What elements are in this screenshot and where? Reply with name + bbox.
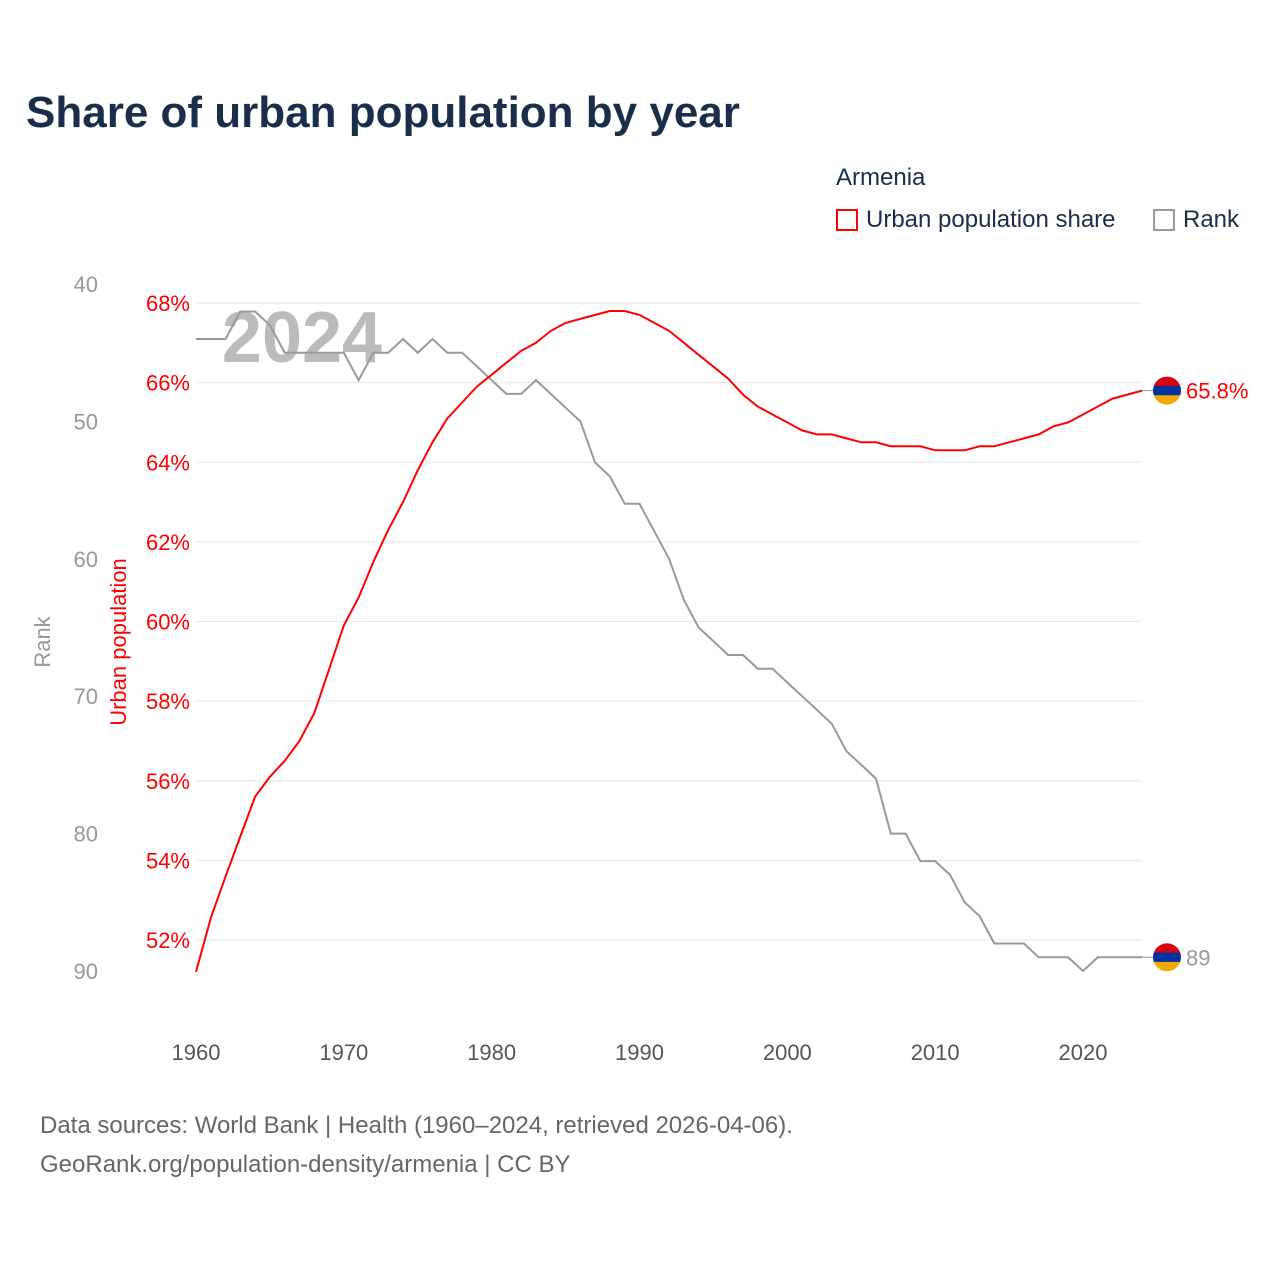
year-watermark: 2024 xyxy=(222,298,382,378)
y-tick-label-urban: 60% xyxy=(146,610,190,635)
y-tick-label-urban: 58% xyxy=(146,689,190,714)
x-tick-label: 2020 xyxy=(1059,1040,1108,1065)
end-label-urban: 65.8% xyxy=(1186,379,1248,404)
x-tick-label: 1970 xyxy=(319,1040,368,1065)
x-tick-label: 1980 xyxy=(467,1040,516,1065)
y-tick-label-urban: 66% xyxy=(146,371,190,396)
end-label-rank: 89 xyxy=(1186,945,1210,970)
y-tick-label-urban: 54% xyxy=(146,848,190,873)
rank-line xyxy=(196,310,1143,973)
x-tick-label: 2000 xyxy=(763,1040,812,1065)
x-tick-label: 1960 xyxy=(172,1040,221,1065)
y-tick-label-urban: 62% xyxy=(146,530,190,555)
legend-label: Urban population share xyxy=(866,206,1116,233)
urban-line xyxy=(195,310,1143,973)
x-tick-label: 1990 xyxy=(615,1040,664,1065)
y-tick-label-rank: 70 xyxy=(74,684,98,709)
armenia-flag-icon xyxy=(1153,385,1181,396)
legend-item-rank[interactable]: Rank xyxy=(1153,206,1239,234)
y-tick-label-rank: 90 xyxy=(74,959,98,984)
y-tick-label-urban: 64% xyxy=(146,450,190,475)
legend-swatch-urban xyxy=(836,209,858,231)
y-tick-label-rank: 50 xyxy=(74,409,98,434)
x-tick-label: 2010 xyxy=(911,1040,960,1065)
legend-country: Armenia xyxy=(836,164,926,191)
y-tick-label-urban: 56% xyxy=(146,769,190,794)
footer: Data sources: World Bank | Health (1960–… xyxy=(40,1106,793,1184)
y-axis-label-urban: Urban population xyxy=(106,558,131,726)
footer-link[interactable]: GeoRank.org/population-density/armenia |… xyxy=(40,1151,571,1178)
legend-label: Rank xyxy=(1183,206,1240,233)
armenia-flag-icon xyxy=(1153,943,1181,954)
chart-title: Share of urban population by year xyxy=(26,88,740,137)
y-tick-label-rank: 60 xyxy=(74,547,98,572)
y-axis-label-rank: Rank xyxy=(30,615,55,667)
footer-sources: Data sources: World Bank | Health (1960–… xyxy=(40,1112,793,1139)
y-tick-label-urban: 68% xyxy=(146,291,190,316)
armenia-flag-icon xyxy=(1153,395,1181,405)
legend-item-urban[interactable]: Urban population share xyxy=(836,206,1116,234)
y-tick-label-rank: 40 xyxy=(74,272,98,297)
armenia-flag-icon xyxy=(1153,952,1181,963)
y-tick-label-rank: 80 xyxy=(74,822,98,847)
armenia-flag-icon xyxy=(1153,376,1181,387)
legend-swatch-rank xyxy=(1153,209,1175,231)
armenia-flag-icon xyxy=(1153,961,1181,972)
y-tick-label-urban: 52% xyxy=(146,928,190,953)
